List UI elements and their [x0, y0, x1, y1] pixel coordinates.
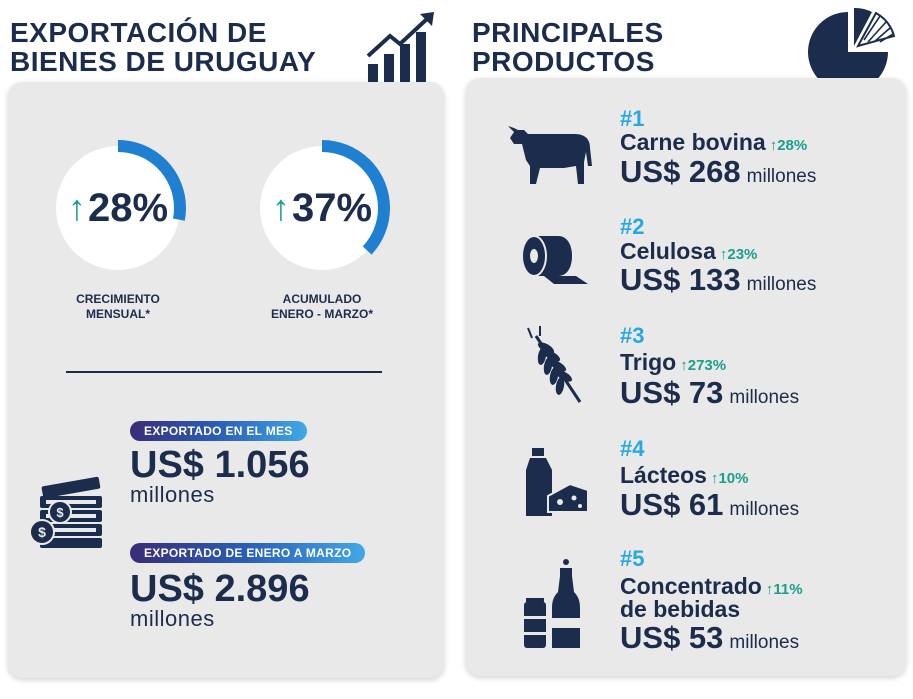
divider	[66, 371, 382, 373]
product-value: US$ 53 millones	[620, 620, 800, 655]
product-name: Lácteos ↑10%	[620, 462, 749, 488]
accumulated-growth-caption: ACUMULADO ENERO - MARZO*	[271, 292, 373, 321]
svg-text:$: $	[38, 524, 46, 540]
product-rank: #2	[620, 214, 645, 239]
right-title-line1: PRINCIPALES	[472, 17, 664, 48]
q1-export-badge: EXPORTADO DE ENERO A MARZO	[130, 543, 366, 563]
product-rank: #1	[620, 106, 645, 131]
monthly-growth-value: ↑ 28%	[67, 185, 169, 230]
dairy-icon	[524, 446, 590, 518]
left-title-line2: BIENES DE URUGUAY	[10, 46, 317, 77]
accumulated-growth-value: ↑ 37%	[271, 185, 373, 230]
product-name: Trigo ↑273%	[620, 349, 727, 375]
month-export-value: US$ 1.056	[130, 444, 310, 486]
product-name-line2: de bebidas	[620, 596, 741, 622]
month-export-badge: EXPORTADO EN EL MES	[130, 421, 307, 441]
left-title: EXPORTACIÓN DE BIENES DE URUGUAY	[10, 18, 316, 76]
products-panel	[466, 78, 906, 676]
paper-roll-icon	[514, 232, 590, 288]
growth-chart-icon	[364, 12, 436, 82]
accumulated-growth-ring: ↑ 37%	[252, 138, 392, 278]
monthly-growth-caption: CRECIMIENTO MENSUAL*	[76, 292, 160, 321]
product-value: US$ 61 millones	[620, 487, 800, 522]
product-rank: #5	[620, 546, 645, 571]
svg-text:$: $	[56, 505, 64, 520]
pie-chart-icon	[808, 6, 900, 92]
up-arrow-icon: ↑	[67, 187, 86, 228]
monthly-growth-ring: ↑ 28%	[48, 138, 188, 278]
money-stack-icon: $ $	[28, 474, 108, 554]
right-title: PRINCIPALES PRODUCTOS	[472, 18, 664, 76]
right-title-line2: PRODUCTOS	[472, 46, 655, 77]
product-value: US$ 268 millones	[620, 154, 817, 189]
product-change: ↑273%	[680, 357, 727, 374]
product-change: ↑10%	[710, 470, 749, 487]
up-arrow-icon: ↑	[271, 187, 290, 228]
q1-export-value: US$ 2.896	[130, 568, 310, 610]
product-change: ↑23%	[719, 246, 758, 263]
product-change: ↑28%	[769, 137, 808, 154]
product-value: US$ 73 millones	[620, 375, 800, 410]
product-name: Concentrado ↑11%	[620, 573, 803, 599]
product-change: ↑11%	[765, 581, 803, 598]
beverage-icon	[520, 558, 586, 652]
product-name: Carne bovina ↑28%	[620, 129, 808, 155]
product-name: Celulosa ↑23%	[620, 238, 758, 264]
product-rank: #4	[620, 436, 645, 461]
q1-export-unit: millones	[130, 606, 215, 631]
wheat-icon	[522, 326, 586, 404]
product-value: US$ 133 millones	[620, 262, 817, 297]
product-rank: #3	[620, 323, 645, 348]
month-export-unit: millones	[130, 482, 215, 507]
cow-icon	[504, 122, 596, 186]
left-title-line1: EXPORTACIÓN DE	[10, 17, 267, 48]
